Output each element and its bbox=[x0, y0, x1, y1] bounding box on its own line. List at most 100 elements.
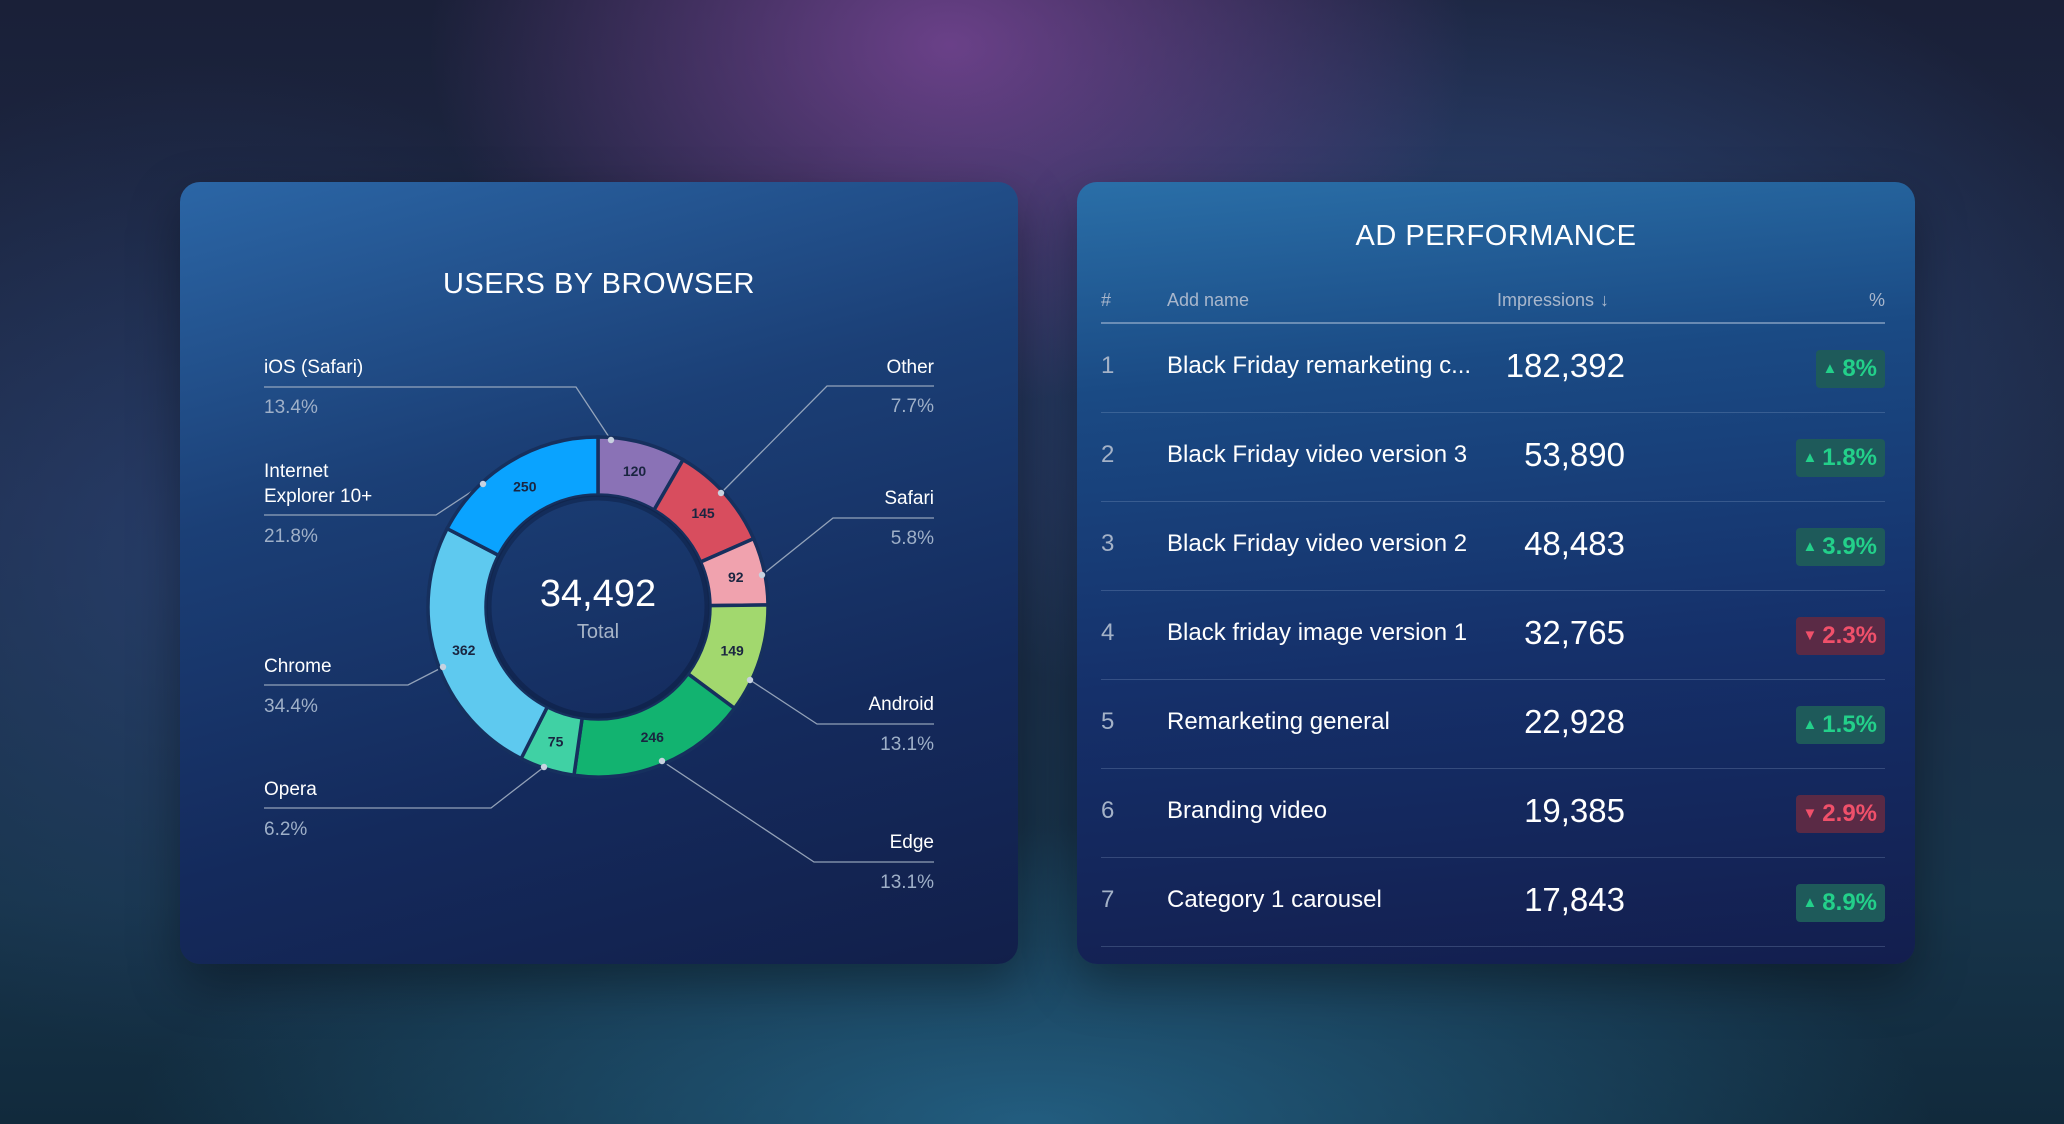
leader-dot-ios bbox=[607, 436, 615, 444]
leader-dot-edge bbox=[658, 757, 666, 765]
impressions-value: 48,483 bbox=[1524, 525, 1625, 562]
percent-change-badge: ▼ 2.3% bbox=[1796, 617, 1885, 655]
donut-slice-labels: 120 145 92 149 246 75 362 250 bbox=[452, 463, 744, 750]
ad-performance-table: # Add name Impressions ↓ % 1 Black Friday … bbox=[1101, 282, 1885, 947]
ad-performance-title: AD PERFORMANCE bbox=[1355, 220, 1637, 252]
legend-edge-name: Edge bbox=[890, 832, 934, 853]
impressions-value: 32,765 bbox=[1524, 614, 1625, 651]
legend-ios-name: iOS (Safari) bbox=[264, 357, 363, 378]
users-by-browser-title: USERS BY BROWSER bbox=[442, 268, 756, 300]
column-header-percent[interactable]: % bbox=[1868, 290, 1885, 310]
slice-value-label: 246 bbox=[641, 729, 665, 745]
legend-ie-name-line2: Explorer 10+ bbox=[264, 486, 372, 507]
ad-name: Remarketing general bbox=[1167, 708, 1390, 735]
legend-edge-pct: 13.1% bbox=[880, 872, 934, 893]
leader-line-safari bbox=[761, 517, 934, 576]
legend-safari-name: Safari bbox=[884, 488, 934, 509]
leader-line-chrome bbox=[264, 666, 444, 686]
legend-safari-pct: 5.8% bbox=[891, 528, 934, 549]
leader-line-android bbox=[749, 679, 934, 725]
percent-change-badge: ▲ 1.8% bbox=[1796, 439, 1885, 477]
slice-value-label: 149 bbox=[720, 642, 744, 658]
leader-dot-other bbox=[717, 489, 725, 497]
percent-change-badge: ▲ 8% bbox=[1816, 350, 1885, 388]
row-number: 4 bbox=[1101, 619, 1115, 646]
percent-change-badge: ▲ 8.9% bbox=[1796, 884, 1885, 922]
impressions-value: 19,385 bbox=[1524, 792, 1625, 829]
column-header-ad-name[interactable]: Add name bbox=[1167, 290, 1250, 310]
slice-value-label: 362 bbox=[452, 642, 476, 658]
leader-dots bbox=[439, 436, 766, 771]
trend-down-icon: ▼ bbox=[1802, 627, 1818, 644]
ad-name: Black Friday video version 3 bbox=[1167, 441, 1468, 468]
trend-up-icon: ▲ bbox=[1802, 716, 1818, 733]
table-row[interactable]: 2 Black Friday video version 3 53,890 ▲ 1.8% bbox=[1101, 413, 1885, 502]
table-row[interactable]: 5 Remarketing general 22,928 ▲ 1.5% bbox=[1101, 680, 1885, 769]
trend-up-icon: ▲ bbox=[1802, 894, 1818, 911]
percent-change-badge: ▲ 3.9% bbox=[1796, 528, 1885, 566]
trend-up-icon: ▲ bbox=[1802, 449, 1818, 466]
percent-change-value: 2.3% bbox=[1822, 622, 1877, 649]
ad-performance-card: AD PERFORMANCE # Add name Impressions ↓ %… bbox=[1077, 182, 1915, 964]
row-number: 1 bbox=[1101, 352, 1115, 379]
legend-android-name: Android bbox=[869, 694, 935, 715]
table-row[interactable]: 1 Black Friday remarketing c... 182,392 ▲ 8% bbox=[1101, 324, 1885, 413]
leader-dot-ie bbox=[479, 480, 487, 488]
impressions-value: 22,928 bbox=[1524, 703, 1625, 740]
ad-name: Black friday image version 1 bbox=[1167, 619, 1468, 646]
leader-line-opera bbox=[264, 766, 545, 809]
legend-ie-name-line1: Internet bbox=[264, 461, 329, 482]
donut-slice-edge[interactable] bbox=[571, 671, 737, 779]
impressions-value: 182,392 bbox=[1505, 347, 1625, 384]
legend-chrome-pct: 34.4% bbox=[264, 696, 318, 717]
donut-slice-internet-explorer-10[interactable] bbox=[444, 435, 600, 558]
leader-dot-opera bbox=[540, 763, 548, 771]
legend-opera-pct: 6.2% bbox=[264, 819, 307, 840]
sort-descending-icon[interactable]: ↓ bbox=[1600, 290, 1610, 310]
leader-line-ie bbox=[264, 483, 484, 516]
impressions-value: 53,890 bbox=[1524, 436, 1625, 473]
browser-donut-chart: 120 145 92 149 246 75 362 250 34,492 Total iOS … bbox=[264, 357, 935, 893]
row-number: 5 bbox=[1101, 708, 1115, 735]
table-row[interactable]: 3 Black Friday video version 2 48,483 ▲ 3.9% bbox=[1101, 502, 1885, 591]
table-row[interactable]: 6 Branding video 19,385 ▼ 2.9% bbox=[1101, 769, 1885, 858]
leader-dot-safari bbox=[758, 571, 766, 579]
ad-name: Category 1 carousel bbox=[1167, 886, 1382, 913]
column-header-number: # bbox=[1101, 290, 1112, 310]
donut-inner-ring bbox=[486, 495, 710, 719]
legend-chrome-name: Chrome bbox=[264, 656, 332, 677]
table-row[interactable]: 4 Black friday image version 1 32,765 ▼ 2.3% bbox=[1101, 591, 1885, 680]
table-header: # Add name Impressions ↓ % bbox=[1101, 282, 1885, 324]
percent-change-value: 8.9% bbox=[1822, 889, 1877, 916]
slice-value-label: 75 bbox=[548, 733, 564, 749]
ad-name: Black Friday video version 2 bbox=[1167, 530, 1468, 557]
legend-opera-name: Opera bbox=[264, 779, 317, 800]
ad-name: Black Friday remarketing c... bbox=[1167, 352, 1472, 379]
percent-change-value: 1.8% bbox=[1822, 444, 1877, 471]
impressions-value: 17,843 bbox=[1524, 881, 1625, 918]
table-row[interactable]: 7 Category 1 carousel 17,843 ▲ 8.9% bbox=[1101, 858, 1885, 947]
leader-dot-chrome bbox=[439, 663, 447, 671]
slice-value-label: 120 bbox=[623, 463, 647, 479]
row-number: 3 bbox=[1101, 530, 1115, 557]
leader-line-ios bbox=[264, 386, 612, 441]
column-header-impressions[interactable]: Impressions ↓ bbox=[1497, 290, 1609, 311]
legend-ie-pct: 21.8% bbox=[264, 526, 318, 547]
donut-center-label: Total bbox=[577, 621, 619, 643]
legend-ios-pct: 13.4% bbox=[264, 397, 318, 418]
leader-line-other bbox=[720, 385, 934, 494]
percent-change-badge: ▼ 2.9% bbox=[1796, 795, 1885, 833]
percent-change-value: 1.5% bbox=[1822, 711, 1877, 738]
percent-change-value: 3.9% bbox=[1822, 533, 1877, 560]
slice-value-label: 92 bbox=[728, 569, 744, 585]
percent-change-badge: ▲ 1.5% bbox=[1796, 706, 1885, 744]
legend-other-pct: 7.7% bbox=[891, 396, 934, 417]
table-body: 1 Black Friday remarketing c... 182,392 ▲ 8%… bbox=[1101, 324, 1885, 947]
donut-slices bbox=[426, 435, 770, 779]
slice-value-label: 250 bbox=[513, 478, 537, 494]
legend-other-name: Other bbox=[886, 357, 934, 378]
donut-slice-chrome[interactable] bbox=[426, 526, 550, 761]
row-number: 2 bbox=[1101, 441, 1115, 468]
trend-up-icon: ▲ bbox=[1802, 538, 1818, 555]
leader-dot-android bbox=[746, 676, 754, 684]
